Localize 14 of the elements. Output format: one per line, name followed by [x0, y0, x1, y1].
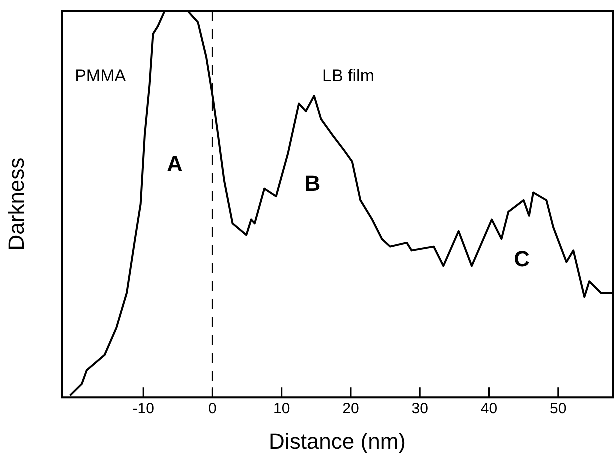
y-axis-title: Darkness	[4, 158, 30, 251]
x-tick-label: 20	[342, 400, 360, 418]
annotation: B	[304, 171, 321, 196]
x-tick-label: 0	[208, 400, 217, 418]
x-tick-label: 50	[550, 400, 567, 418]
x-axis-title: Distance (nm)	[269, 428, 406, 454]
annotation: A	[167, 152, 184, 177]
x-tick-label: 40	[480, 400, 498, 418]
x-tick-label: 30	[412, 400, 428, 418]
annotation: LB film	[322, 66, 375, 86]
annotation: C	[514, 246, 530, 272]
x-tick-label: 10	[274, 400, 290, 418]
annotation: PMMA	[75, 66, 127, 86]
x-tick-label: -10	[132, 400, 154, 418]
